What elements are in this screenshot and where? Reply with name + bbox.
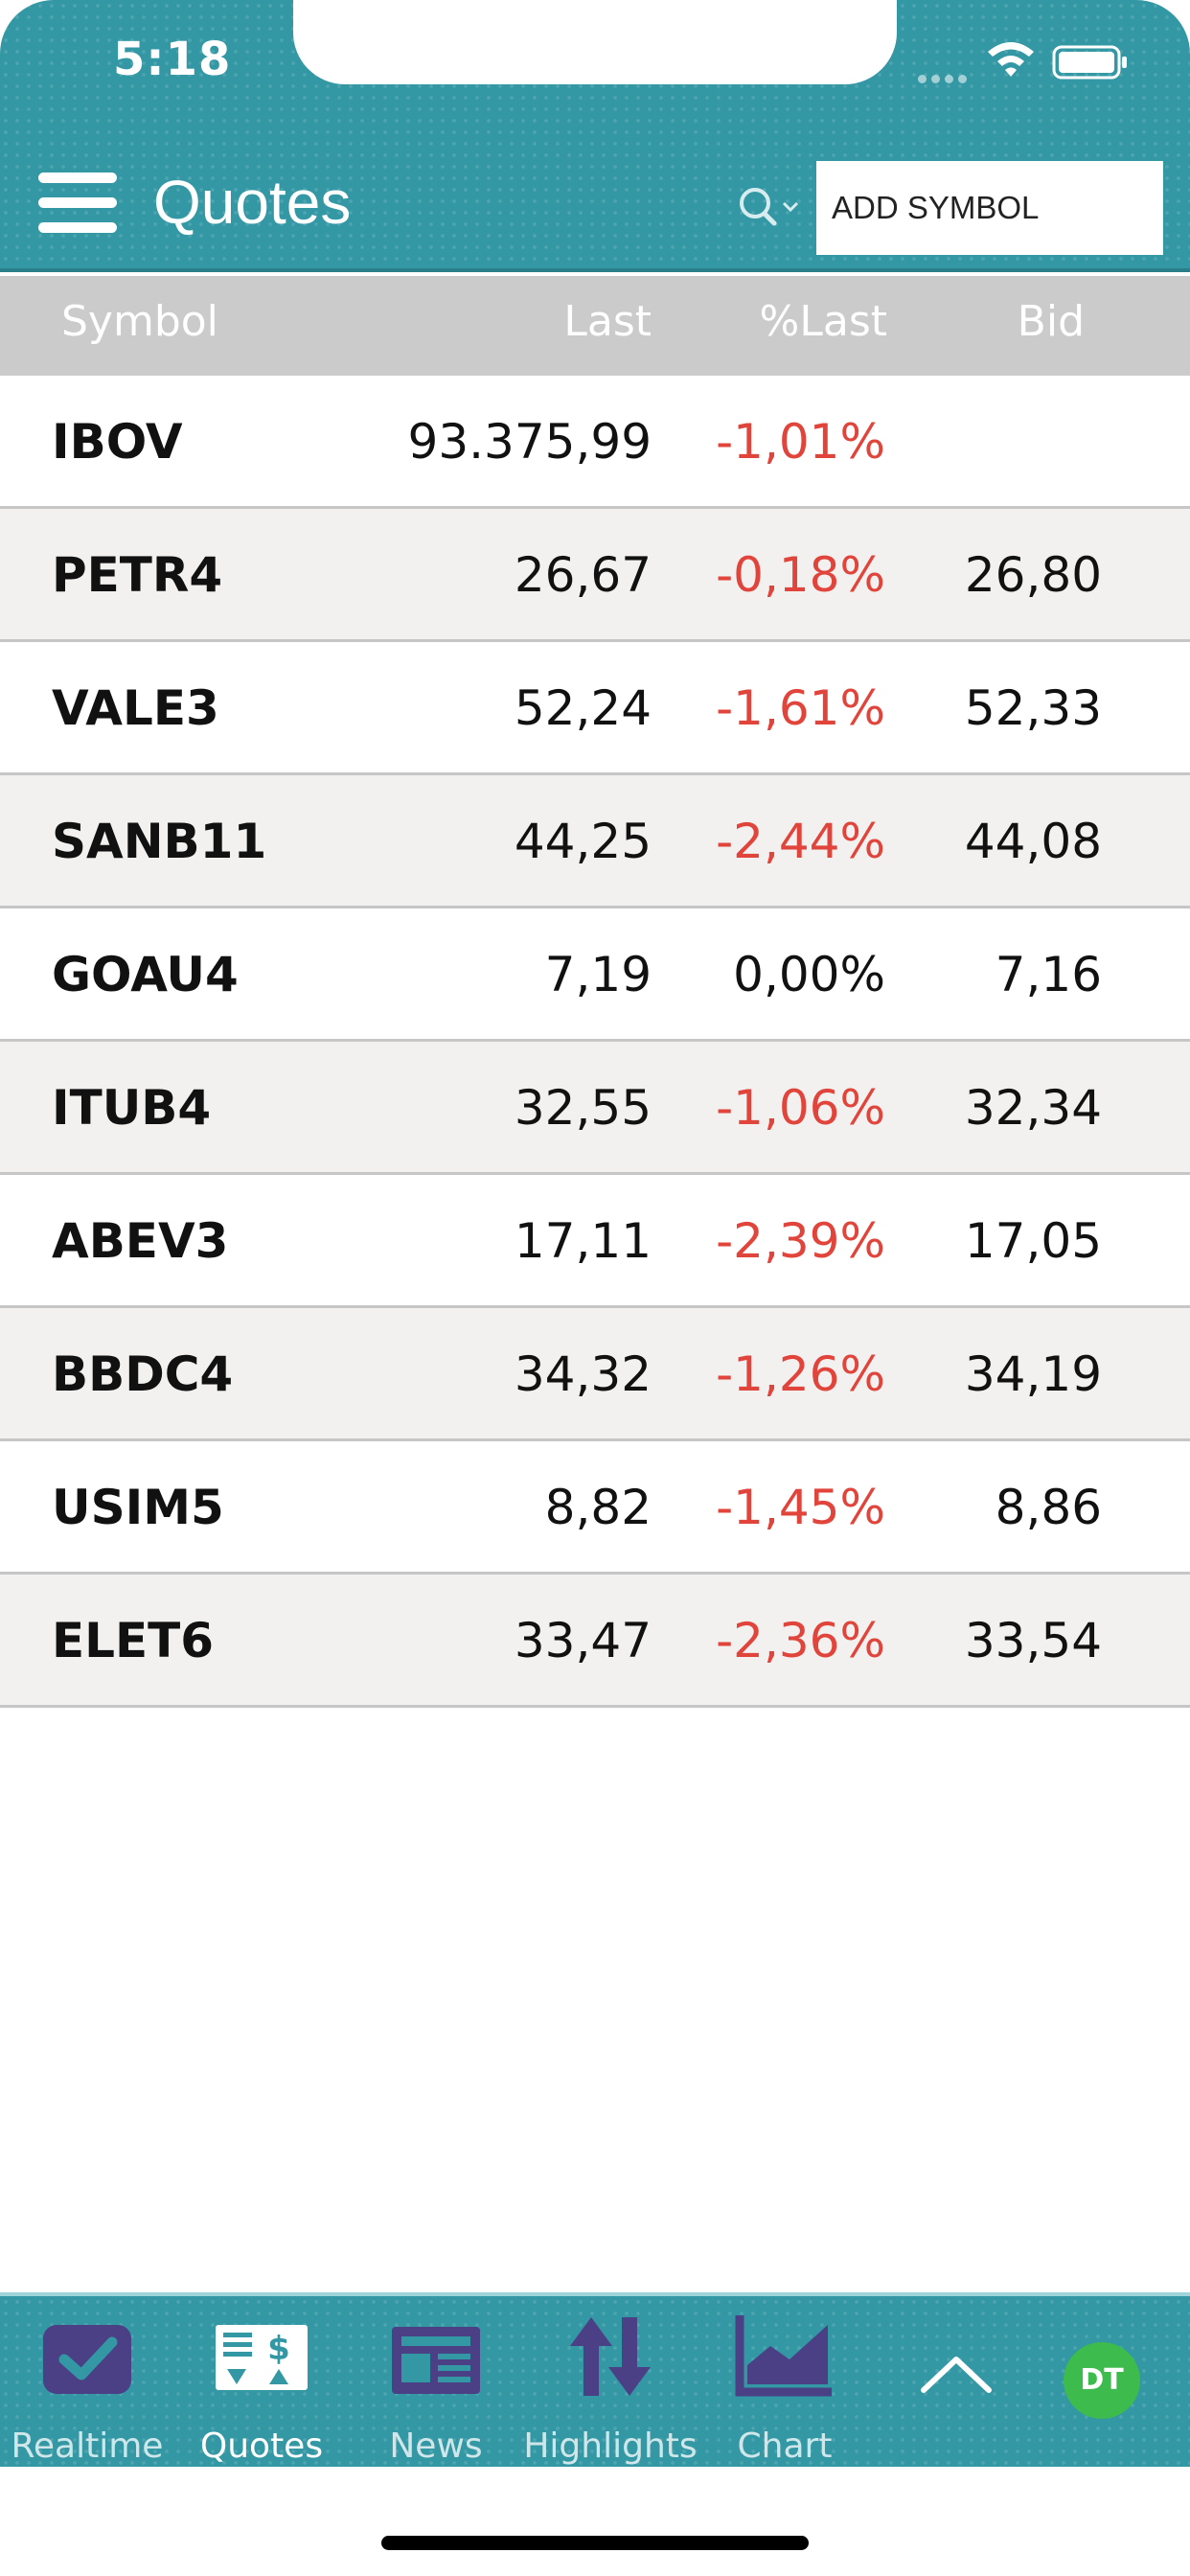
bottom-tab-bar: Realtime $ Quotes News Highlights: [0, 2292, 1190, 2467]
quote-last: 33,47: [514, 1613, 652, 1668]
quote-row[interactable]: GOAU4 7,19 0,00% 7,16: [0, 908, 1190, 1042]
tab-quotes[interactable]: $ Quotes: [174, 2296, 349, 2471]
navigation-bar: Quotes ADD SYMBOL: [0, 140, 1190, 272]
quote-row[interactable]: IBOV 93.375,99 -1,01%: [0, 376, 1190, 509]
home-indicator: [381, 2536, 809, 2550]
quote-pct-change: -1,45%: [716, 1480, 885, 1535]
quote-pct-change: 0,00%: [733, 947, 885, 1002]
column-header-bid[interactable]: Bid: [1017, 297, 1085, 346]
quote-pct-change: -1,26%: [716, 1346, 885, 1402]
quote-bid: 7,16: [995, 947, 1102, 1002]
quote-last: 17,11: [514, 1213, 652, 1269]
up-down-arrows-icon: [570, 2317, 651, 2396]
quote-row[interactable]: USIM5 8,82 -1,45% 8,86: [0, 1441, 1190, 1575]
quote-last: 8,82: [544, 1480, 652, 1535]
quote-last: 93.375,99: [407, 414, 652, 470]
add-symbol-input[interactable]: ADD SYMBOL: [816, 161, 1163, 255]
tab-label: Highlights: [523, 2426, 698, 2466]
quote-last: 32,55: [514, 1080, 652, 1136]
device-notch: [293, 0, 897, 84]
quote-row[interactable]: ABEV3 17,11 -2,39% 17,05: [0, 1175, 1190, 1308]
quote-symbol: GOAU4: [52, 947, 239, 1002]
tab-label: News: [389, 2426, 483, 2466]
tab-label: Realtime: [11, 2426, 164, 2466]
quote-pct-change: -2,39%: [716, 1213, 885, 1269]
quote-row[interactable]: SANB11 44,25 -2,44% 44,08: [0, 775, 1190, 908]
quote-pct-change: -0,18%: [716, 547, 885, 603]
tab-highlights[interactable]: Highlights: [523, 2296, 698, 2471]
quote-symbol: ELET6: [52, 1613, 215, 1668]
tab-label: Quotes: [199, 2426, 324, 2466]
quote-last: 44,25: [514, 814, 652, 869]
quote-row[interactable]: VALE3 52,24 -1,61% 52,33: [0, 642, 1190, 775]
wifi-icon: [988, 42, 1034, 77]
quote-bid: 33,54: [964, 1613, 1102, 1668]
tab-realtime[interactable]: Realtime: [0, 2296, 174, 2471]
hamburger-menu-icon[interactable]: [38, 172, 117, 234]
area-chart-icon: [735, 2315, 832, 2397]
quote-last: 26,67: [514, 547, 652, 603]
quote-last: 7,19: [544, 947, 652, 1002]
quote-symbol: BBDC4: [52, 1346, 234, 1402]
search-dropdown-icon[interactable]: [732, 184, 807, 230]
quote-symbol: ABEV3: [52, 1213, 229, 1269]
battery-icon: [1052, 45, 1127, 80]
quote-last: 52,24: [514, 680, 652, 736]
quotes-column-header: Symbol Last %Last Bid: [0, 276, 1190, 376]
quote-row[interactable]: PETR4 26,67 -0,18% 26,80: [0, 509, 1190, 642]
tab-news[interactable]: News: [349, 2296, 523, 2471]
quote-bid: 44,08: [964, 814, 1102, 869]
tab-label: Chart: [737, 2426, 833, 2466]
avatar[interactable]: DT: [1064, 2342, 1140, 2419]
column-header-last[interactable]: Last: [563, 297, 652, 346]
svg-text:$: $: [267, 2330, 290, 2368]
quote-bid: 26,80: [964, 547, 1102, 603]
quote-pct-change: -1,61%: [716, 680, 885, 736]
quote-symbol: SANB11: [52, 814, 267, 869]
quote-row[interactable]: ITUB4 32,55 -1,06% 32,34: [0, 1042, 1190, 1175]
quote-bid: 52,33: [964, 680, 1102, 736]
checkbox-icon: [43, 2325, 131, 2394]
newspaper-icon: [392, 2327, 480, 2394]
quote-pct-change: -2,44%: [716, 814, 885, 869]
quote-last: 34,32: [514, 1346, 652, 1402]
quote-symbol: VALE3: [52, 680, 219, 736]
quotes-board-icon: $: [216, 2325, 308, 2390]
quote-bid: 8,86: [995, 1480, 1102, 1535]
status-time: 5:18: [113, 33, 232, 86]
quote-row[interactable]: BBDC4 34,32 -1,26% 34,19: [0, 1308, 1190, 1441]
column-header-symbol[interactable]: Symbol: [61, 297, 218, 346]
quote-symbol: ITUB4: [52, 1080, 212, 1136]
app-header: 5:18 Quotes ADD SYMBOL: [0, 0, 1190, 272]
column-header-pct-last[interactable]: %Last: [759, 297, 887, 346]
quote-bid: 17,05: [964, 1213, 1102, 1269]
quote-row[interactable]: ELET6 33,47 -2,36% 33,54: [0, 1575, 1190, 1708]
quote-symbol: PETR4: [52, 547, 223, 603]
quote-pct-change: -1,06%: [716, 1080, 885, 1136]
chevron-up-icon[interactable]: [920, 2352, 993, 2394]
cellular-signal-icon: [918, 69, 972, 83]
quote-bid: 32,34: [964, 1080, 1102, 1136]
quotes-table: IBOV 93.375,99 -1,01% PETR4 26,67 -0,18%…: [0, 376, 1190, 1708]
quote-pct-change: -1,01%: [716, 414, 885, 470]
quote-pct-change: -2,36%: [716, 1613, 885, 1668]
quote-symbol: USIM5: [52, 1480, 224, 1535]
tab-chart[interactable]: Chart: [698, 2296, 872, 2471]
page-title: Quotes: [153, 168, 352, 237]
quote-symbol: IBOV: [52, 414, 183, 470]
quote-bid: 34,19: [964, 1346, 1102, 1402]
